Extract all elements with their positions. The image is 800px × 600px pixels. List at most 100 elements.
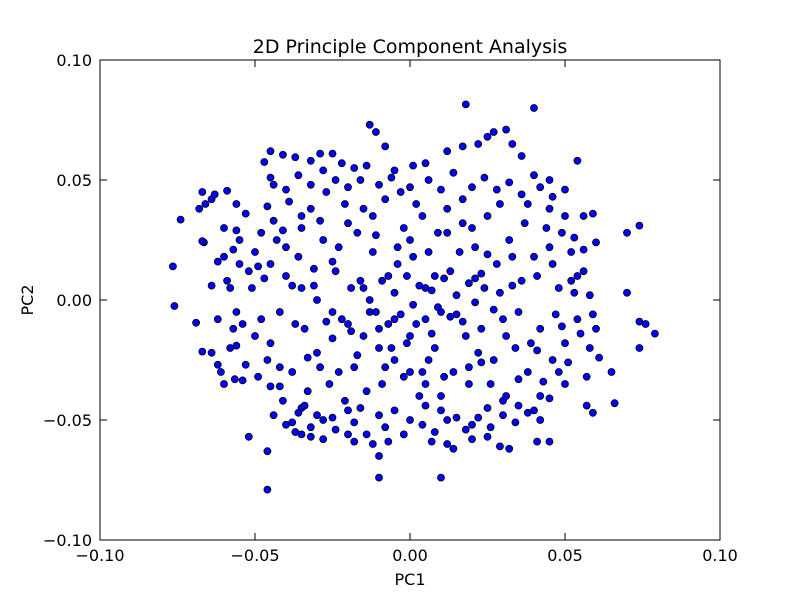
scatter-point-236 bbox=[527, 339, 535, 348]
scatter-point-78 bbox=[505, 444, 514, 453]
scatter-point-21 bbox=[263, 485, 272, 494]
scatter-point-82 bbox=[449, 444, 458, 453]
scatter-point-200 bbox=[303, 387, 312, 396]
scatter-point-185 bbox=[567, 248, 576, 256]
scatter-point-55 bbox=[573, 156, 582, 165]
scatter-point-15 bbox=[213, 360, 222, 369]
scatter-point-107 bbox=[452, 413, 461, 422]
scatter-point-327 bbox=[471, 274, 480, 283]
scatter-point-232 bbox=[502, 392, 511, 400]
scatter-point-74 bbox=[651, 329, 659, 338]
scatter-point-308 bbox=[440, 274, 449, 283]
scatter-point-281 bbox=[350, 418, 359, 427]
scatter-point-91 bbox=[344, 430, 352, 439]
scatter-point-199 bbox=[297, 224, 306, 232]
scatter-point-207 bbox=[347, 284, 356, 292]
scatter-point-56 bbox=[579, 212, 588, 220]
scatter-point-223 bbox=[446, 267, 455, 276]
scatter-point-11 bbox=[198, 237, 207, 246]
scatter-point-127 bbox=[406, 368, 414, 376]
scatter-point-119 bbox=[282, 272, 290, 280]
scatter-point-198 bbox=[291, 320, 300, 328]
scatter-point-133 bbox=[244, 267, 253, 276]
scatter-point-165 bbox=[443, 204, 452, 213]
scatter-point-23 bbox=[275, 382, 284, 391]
scatter-point-196 bbox=[278, 396, 287, 405]
scatter-point-257 bbox=[294, 171, 303, 180]
scatter-point-212 bbox=[378, 380, 387, 388]
scatter-point-289 bbox=[474, 413, 483, 422]
scatter-point-5 bbox=[201, 200, 210, 208]
scatter-point-19 bbox=[238, 376, 247, 385]
scatter-point-270 bbox=[492, 185, 501, 194]
scatter-point-46 bbox=[489, 128, 498, 136]
scatter-point-183 bbox=[554, 284, 563, 292]
scatter-point-272 bbox=[517, 190, 526, 199]
scatter-point-348 bbox=[266, 382, 275, 391]
scatter-point-279 bbox=[319, 416, 328, 424]
scatter-point-322 bbox=[340, 200, 349, 208]
scatter-point-126 bbox=[390, 356, 399, 364]
scatter-point-318 bbox=[316, 216, 325, 225]
scatter-point-180 bbox=[536, 324, 545, 333]
scatter-point-42 bbox=[443, 147, 452, 156]
scatter-point-314 bbox=[477, 269, 486, 278]
scatter-point-349 bbox=[278, 226, 287, 235]
scatter-point-298 bbox=[378, 276, 387, 285]
scatter-point-149 bbox=[344, 219, 352, 228]
scatter-point-284 bbox=[399, 430, 408, 439]
scatter-point-73 bbox=[641, 320, 650, 328]
scatter-point-118 bbox=[266, 260, 275, 268]
scatter-point-252 bbox=[223, 276, 232, 285]
scatter-point-326 bbox=[464, 380, 473, 388]
scatter-point-20 bbox=[244, 432, 253, 441]
scatter-point-93 bbox=[306, 432, 315, 441]
scatter-point-53 bbox=[545, 176, 554, 184]
scatter-point-168 bbox=[461, 332, 470, 340]
scatter-point-332 bbox=[502, 332, 511, 340]
scatter-point-265 bbox=[424, 176, 433, 184]
scatter-point-0 bbox=[168, 262, 177, 271]
scatter-point-109 bbox=[483, 404, 492, 412]
scatter-point-104 bbox=[406, 416, 414, 424]
scatter-point-188 bbox=[585, 344, 594, 352]
scatter-point-134 bbox=[251, 332, 259, 340]
scatter-point-191 bbox=[247, 284, 256, 292]
scatter-point-263 bbox=[387, 173, 396, 182]
scatter-point-273 bbox=[536, 183, 545, 192]
scatter-point-256 bbox=[282, 185, 290, 194]
scatter-point-58 bbox=[592, 238, 600, 247]
scatter-point-33 bbox=[331, 176, 340, 184]
scatter-point-151 bbox=[356, 276, 365, 285]
scatter-point-137 bbox=[269, 216, 278, 225]
scatter-point-228 bbox=[477, 324, 486, 333]
scatter-point-113 bbox=[545, 394, 554, 403]
scatter-point-76 bbox=[533, 437, 541, 446]
y-tick-label-1: −0.05 bbox=[43, 411, 92, 430]
scatter-point-69 bbox=[623, 228, 631, 237]
scatter-point-174 bbox=[499, 315, 507, 324]
scatter-point-68 bbox=[582, 401, 591, 410]
scatter-point-189 bbox=[561, 212, 569, 220]
scatter-point-160 bbox=[412, 320, 421, 328]
scatter-point-108 bbox=[468, 420, 476, 429]
scatter-point-261 bbox=[356, 176, 365, 184]
scatter-point-324 bbox=[353, 228, 362, 237]
scatter-point-303 bbox=[409, 300, 418, 309]
scatter-point-221 bbox=[433, 228, 442, 237]
scatter-point-43 bbox=[458, 142, 467, 151]
scatter-point-245 bbox=[207, 281, 216, 290]
scatter-point-7 bbox=[210, 190, 219, 199]
scatter-point-35 bbox=[362, 161, 371, 170]
scatter-point-175 bbox=[505, 236, 514, 244]
scatter-point-24 bbox=[266, 147, 275, 156]
scatter-point-341 bbox=[536, 392, 545, 400]
scatter-point-271 bbox=[505, 178, 514, 187]
scatter-point-350 bbox=[582, 372, 591, 381]
scatter-point-323 bbox=[347, 327, 356, 336]
scatter-point-329 bbox=[483, 250, 492, 259]
scatter-point-158 bbox=[399, 372, 408, 381]
scatter-point-37 bbox=[365, 120, 374, 129]
scatter-point-319 bbox=[322, 317, 331, 326]
scatter-point-316 bbox=[303, 353, 312, 362]
